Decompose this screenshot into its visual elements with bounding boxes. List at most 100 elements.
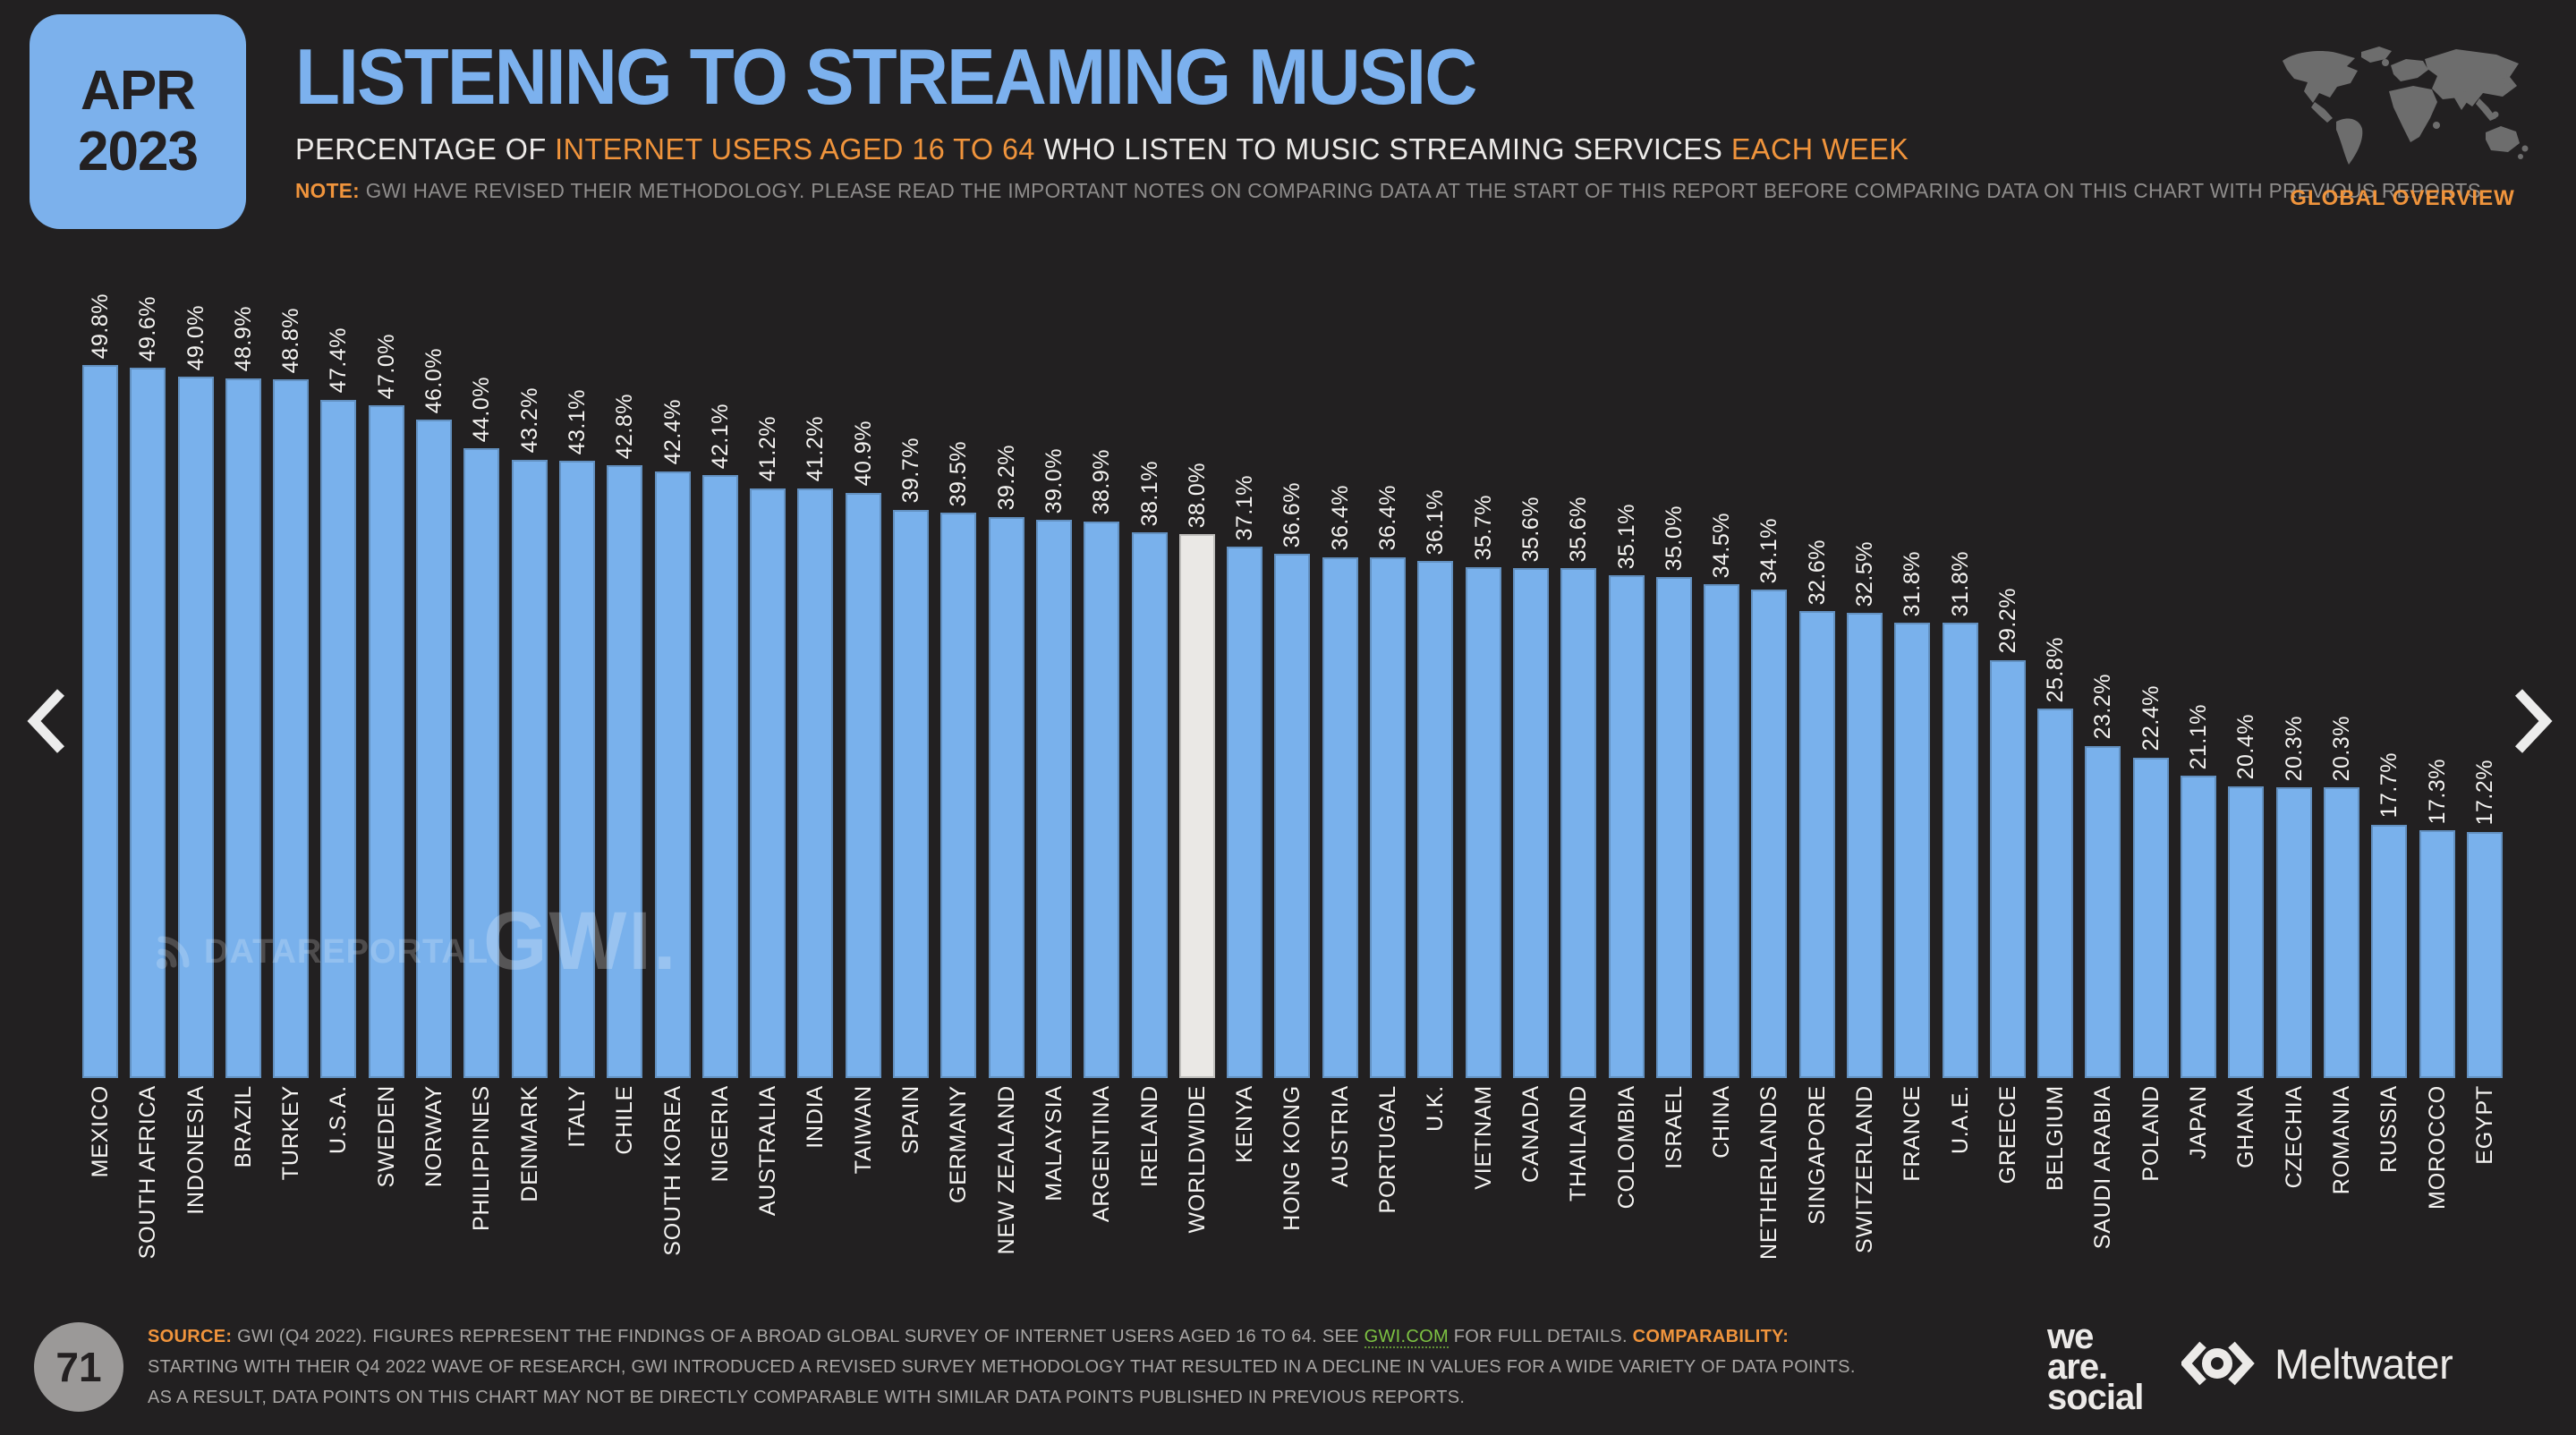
bar-value-label: 20.4%: [2233, 714, 2259, 780]
category-cell: DENMARK: [512, 1085, 548, 1202]
date-badge-month: APR: [81, 60, 196, 122]
category-cell: GREECE: [1990, 1085, 2026, 1184]
bar-value-label: 41.2%: [803, 416, 829, 482]
bar-column: 39.5%: [940, 441, 977, 1078]
bar-value-label: 49.6%: [135, 296, 161, 362]
date-badge: APR 2023: [30, 14, 246, 229]
category-cell: SAUDI ARABIA: [2085, 1085, 2121, 1249]
category-cell: ITALY: [559, 1085, 595, 1148]
bar-column: 36.4%: [1322, 485, 1358, 1078]
category-cell: CHINA: [1704, 1085, 1739, 1159]
category-label: SWEDEN: [373, 1085, 399, 1188]
category-label: SAUDI ARABIA: [2090, 1085, 2116, 1250]
bar-value-label: 31.8%: [1900, 550, 1926, 617]
bar: [1704, 584, 1740, 1078]
bar-column: 22.4%: [2132, 685, 2169, 1078]
category-label: HONG KONG: [1279, 1085, 1305, 1231]
bar-value-label: 44.0%: [469, 376, 495, 442]
bar: [750, 488, 786, 1078]
bar-value-label: 32.6%: [1804, 539, 1830, 606]
bar-column: 42.8%: [607, 394, 643, 1078]
category-label: FRANCE: [1900, 1085, 1926, 1182]
bar-value-label: 35.0%: [1661, 505, 1687, 571]
category-cell: TAIWAN: [846, 1085, 881, 1174]
category-cell: U.S.A.: [320, 1085, 356, 1154]
category-label: BRAZIL: [230, 1085, 256, 1168]
bar-column: 25.8%: [2037, 637, 2074, 1078]
subtitle-part: WHO LISTEN TO MUSIC STREAMING SERVICES: [1034, 132, 1731, 166]
category-label: INDIA: [803, 1085, 829, 1149]
bar-column: 43.1%: [558, 389, 595, 1078]
category-label: JAPAN: [2186, 1085, 2212, 1159]
previous-page-arrow-icon[interactable]: [25, 687, 68, 755]
category-cell: THAILAND: [1560, 1085, 1596, 1201]
bar-value-label: 23.2%: [2090, 674, 2116, 740]
category-label: PORTUGAL: [1375, 1085, 1401, 1214]
bar: [1322, 556, 1358, 1078]
bar: [1417, 561, 1454, 1078]
page-number-badge: 71: [34, 1322, 123, 1412]
bar-worldwide-highlight: [1178, 534, 1215, 1078]
category-cell: NEW ZEALAND: [989, 1085, 1024, 1254]
we-are-social-logo-line: social: [2047, 1378, 2144, 1417]
bar-column: 20.3%: [2323, 716, 2359, 1078]
category-cell: TURKEY: [273, 1085, 309, 1180]
note-text: GWI HAVE REVISED THEIR METHODOLOGY. PLEA…: [360, 179, 2482, 202]
bar-column: 47.4%: [320, 327, 357, 1078]
category-label: TAIWAN: [850, 1085, 876, 1175]
gwi-link[interactable]: GWI.COM: [1364, 1327, 1449, 1348]
page-title: LISTENING TO STREAMING MUSIC: [295, 32, 1477, 121]
next-page-arrow-icon[interactable]: [2512, 687, 2555, 755]
bar: [1560, 568, 1597, 1078]
datareportal-signal-icon: [157, 936, 190, 969]
bar: [368, 405, 404, 1078]
category-label: COLOMBIA: [1613, 1085, 1639, 1210]
category-cell: RUSSIA: [2371, 1085, 2407, 1173]
category-cell: SINGAPORE: [1799, 1085, 1835, 1225]
bar: [558, 461, 595, 1078]
bar-value-label: 48.8%: [278, 307, 304, 374]
bar-column: 47.0%: [368, 334, 404, 1078]
bar: [940, 513, 977, 1078]
bar-column: 42.1%: [701, 403, 738, 1078]
category-label: SPAIN: [898, 1085, 924, 1155]
bar-column: 37.1%: [1227, 475, 1263, 1078]
bar: [82, 365, 118, 1078]
category-label: PHILIPPINES: [469, 1085, 495, 1232]
bar-column: 34.5%: [1704, 513, 1740, 1078]
bar-column: 35.1%: [1608, 504, 1645, 1078]
meltwater-logo: Meltwater: [2181, 1337, 2453, 1390]
category-cell: HONG KONG: [1274, 1085, 1310, 1231]
bar: [1989, 659, 2026, 1078]
bar: [1465, 566, 1501, 1078]
category-label: RUSSIA: [2376, 1085, 2402, 1173]
category-cell: MEXICO: [82, 1085, 118, 1177]
bar-value-label: 31.8%: [1947, 550, 1973, 617]
bar-column: 35.6%: [1560, 497, 1597, 1078]
category-cell: IRELAND: [1132, 1085, 1168, 1187]
bar-column: 23.2%: [2085, 674, 2121, 1078]
bar-value-label: 38.0%: [1184, 462, 1210, 528]
bar-column: 38.9%: [1084, 449, 1120, 1078]
bar-column: 31.8%: [1942, 550, 1978, 1078]
bar: [273, 379, 310, 1078]
category-cell: INDIA: [797, 1085, 833, 1149]
bar: [2371, 824, 2408, 1078]
bar-column: 36.1%: [1417, 489, 1454, 1078]
category-cell: U.K.: [1417, 1085, 1453, 1132]
category-cell: ISRAEL: [1656, 1085, 1692, 1169]
category-label: SOUTH KOREA: [659, 1085, 685, 1256]
we-are-social-logo-line: we: [2047, 1317, 2094, 1356]
we-are-social-logo: we are. social: [2047, 1317, 2144, 1417]
bar: [1274, 554, 1311, 1078]
category-cell: EGYPT: [2467, 1085, 2503, 1165]
bar-column: 20.4%: [2228, 714, 2265, 1078]
bar: [1131, 532, 1168, 1078]
category-label: MEXICO: [88, 1085, 113, 1178]
bar-column: 46.0%: [416, 348, 453, 1078]
bar-column: 49.0%: [177, 305, 214, 1078]
bar-value-label: 35.6%: [1518, 497, 1543, 563]
bar-column: 49.6%: [130, 296, 166, 1078]
bar: [2037, 709, 2074, 1078]
category-label: ITALY: [564, 1085, 590, 1148]
